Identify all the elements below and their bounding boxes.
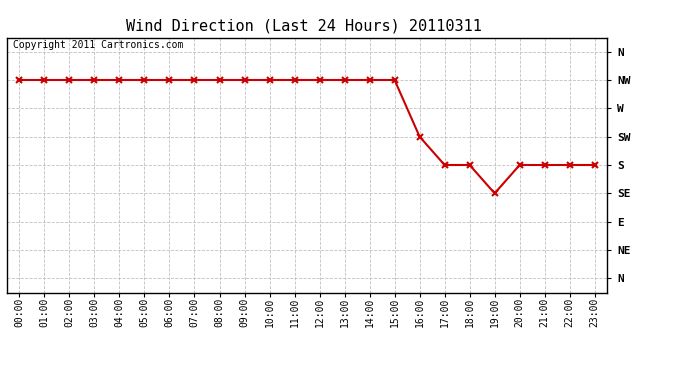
Text: Wind Direction (Last 24 Hours) 20110311: Wind Direction (Last 24 Hours) 20110311: [126, 19, 482, 34]
Text: Copyright 2011 Cartronics.com: Copyright 2011 Cartronics.com: [13, 40, 184, 50]
